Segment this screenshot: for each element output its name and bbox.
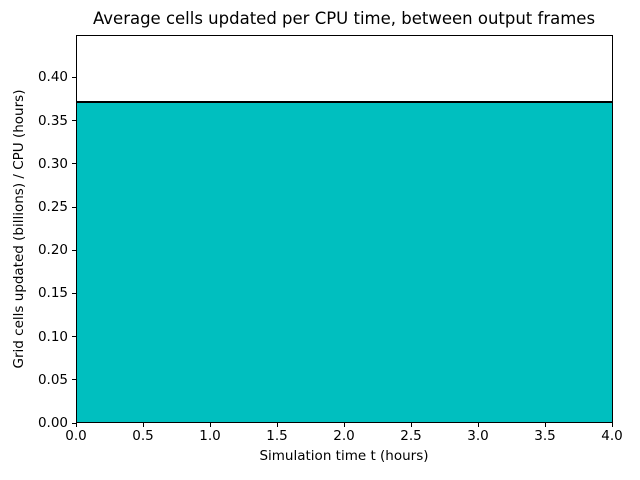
y-tick-mark (72, 249, 76, 251)
y-tick-label: 0.40 (37, 69, 68, 86)
y-tick-mark (72, 206, 76, 208)
x-tick-label: 3.5 (534, 428, 556, 444)
x-tick-mark (75, 423, 77, 427)
y-tick-mark (72, 163, 76, 165)
area-series (77, 101, 612, 422)
y-tick-mark (72, 120, 76, 122)
y-tick-mark (72, 292, 76, 294)
x-tick-mark (276, 423, 278, 427)
y-tick-label: 0.30 (37, 155, 68, 172)
x-tick-mark (544, 423, 546, 427)
x-tick-label: 0.5 (132, 428, 154, 444)
y-tick-label: 0.05 (37, 371, 68, 388)
x-tick-label: 4.0 (601, 428, 623, 444)
x-tick-mark (343, 423, 345, 427)
x-axis-label: Simulation time t (hours) (259, 448, 429, 464)
x-tick-label: 2.0 (333, 428, 355, 444)
y-tick-label: 0.35 (37, 112, 68, 129)
x-tick-label: 0.0 (65, 428, 87, 444)
x-tick-label: 1.5 (266, 428, 288, 444)
y-tick-label: 0.00 (37, 415, 68, 431)
y-tick-mark (72, 336, 76, 338)
y-axis-label: Grid cells updated (billions) / CPU (hou… (11, 89, 27, 369)
x-tick-label: 3.0 (467, 428, 489, 444)
x-tick-label: 2.5 (400, 428, 422, 444)
chart-title: Average cells updated per CPU time, betw… (92, 9, 596, 28)
x-tick-mark (142, 423, 144, 427)
x-tick-mark (611, 423, 613, 427)
y-tick-mark (72, 422, 76, 424)
y-tick-mark (72, 379, 76, 381)
x-tick-mark (410, 423, 412, 427)
x-tick-mark (477, 423, 479, 427)
y-tick-label: 0.25 (37, 199, 68, 216)
x-tick-mark (209, 423, 211, 427)
y-tick-mark (72, 76, 76, 78)
y-tick-label: 0.10 (37, 328, 68, 345)
y-tick-label: 0.15 (37, 285, 68, 302)
y-tick-label: 0.20 (37, 242, 68, 259)
x-tick-label: 1.0 (199, 428, 221, 444)
plot-area (76, 35, 613, 423)
